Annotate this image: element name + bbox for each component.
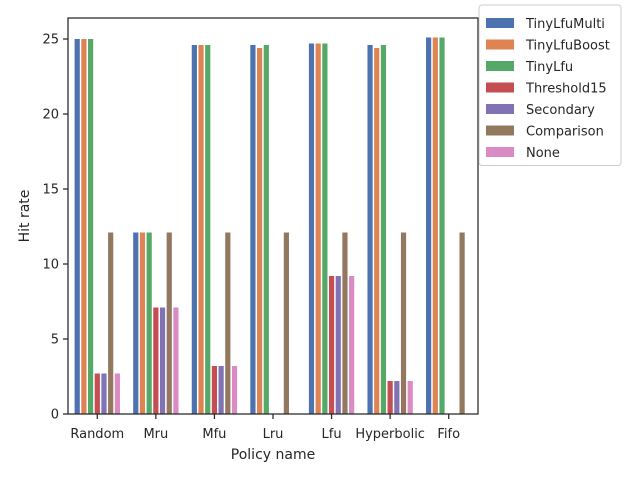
y-axis-label: Hit rate [17, 190, 33, 243]
y-tick-label: 15 [42, 183, 59, 198]
bar-tinylfuboost-mru [139, 232, 146, 414]
bar-tinylfu-lfu [322, 43, 328, 414]
y-tick-label: 0 [51, 408, 59, 423]
bar-tinylfu-mfu [205, 45, 211, 414]
legend-label: Comparison [526, 125, 604, 140]
x-tick-label: Random [70, 427, 124, 442]
legend-label: Threshold15 [525, 82, 607, 97]
bar-tinylfumulti-lru [250, 45, 256, 414]
legend: TinyLfuMulti TinyLfuBoost TinyLfu Threshold… [478, 4, 622, 166]
bar-comparison-random [108, 232, 114, 414]
bar-comparison-lfu [342, 232, 348, 414]
bar-none-random [114, 373, 120, 414]
bar-tinylfumulti-fifo [426, 37, 432, 414]
x-tick-label: Lru [263, 427, 284, 442]
bar-comparison-mru [166, 232, 172, 414]
bar-tinylfuboost-lfu [315, 43, 321, 414]
bar-tinylfuboost-fifo [432, 37, 438, 414]
x-tick-label: Lfu [322, 427, 342, 442]
x-axis: Random Mru Mfu Lru Lfu Hyperbolic Fifo [70, 414, 460, 442]
legend-swatch [486, 18, 514, 28]
bar-threshold15-lfu [328, 276, 335, 414]
bar-comparison-fifo [459, 232, 465, 414]
bar-tinylfu-random [87, 39, 94, 414]
legend-label: None [526, 146, 560, 161]
legend-swatch [486, 39, 514, 50]
bar-tinylfumulti-random [74, 39, 80, 414]
x-axis-label: Policy name [231, 447, 315, 463]
legend-label: TinyLfuMulti [525, 17, 605, 32]
bar-tinylfu-hyperbolic [380, 45, 387, 414]
bar-tinylfu-fifo [439, 37, 445, 414]
bar-secondary-lfu [335, 276, 341, 414]
legend-swatch [486, 125, 514, 136]
bar-tinylfumulti-mru [133, 232, 139, 414]
legend-swatch [486, 104, 514, 114]
bar-none-mfu [231, 366, 238, 414]
bar-tinylfu-mru [146, 232, 152, 414]
x-tick-label: Fifo [437, 427, 460, 442]
legend-label: TinyLfuBoost [525, 39, 610, 54]
y-tick-label: 5 [51, 333, 59, 348]
bar-secondary-mfu [218, 366, 224, 414]
bar-threshold15-mru [153, 307, 159, 414]
y-axis: 0 5 10 15 20 25 [42, 33, 68, 423]
legend-swatch [486, 61, 514, 71]
bar-secondary-hyperbolic [394, 381, 400, 414]
legend-swatch [486, 82, 514, 93]
legend-swatch [486, 147, 514, 157]
legend-label: Secondary [526, 103, 595, 118]
bar-threshold15-hyperbolic [387, 381, 393, 414]
x-tick-label: Mfu [202, 427, 226, 442]
x-tick-label: Mru [143, 427, 168, 442]
bar-tinylfumulti-lfu [308, 43, 315, 414]
bars-layer [74, 37, 465, 414]
bar-tinylfuboost-hyperbolic [374, 48, 380, 414]
bar-tinylfu-lru [263, 45, 269, 414]
y-tick-label: 20 [42, 108, 59, 123]
bar-tinylfuboost-mfu [198, 45, 204, 414]
bar-secondary-random [101, 373, 107, 414]
bar-tinylfumulti-hyperbolic [367, 45, 373, 414]
bar-comparison-hyperbolic [400, 232, 407, 414]
bar-comparison-mfu [225, 232, 231, 414]
bar-tinylfumulti-mfu [191, 45, 197, 414]
bar-threshold15-mfu [211, 366, 218, 414]
legend-label: TinyLfu [525, 60, 573, 75]
bar-tinylfuboost-random [81, 39, 87, 414]
plot-border [67, 17, 479, 415]
y-tick-label: 10 [42, 258, 59, 273]
bar-none-lfu [349, 276, 355, 414]
plot-frame [67, 17, 479, 415]
bar-comparison-lru [283, 232, 289, 414]
bar-secondary-mru [159, 307, 166, 414]
bar-none-hyperbolic [407, 381, 413, 414]
x-tick-label: Hyperbolic [355, 427, 425, 442]
legend-box [478, 4, 622, 166]
bar-none-mru [173, 307, 179, 414]
bar-threshold15-random [94, 373, 100, 414]
bar-tinylfuboost-lru [257, 48, 263, 414]
y-tick-label: 25 [42, 33, 59, 48]
